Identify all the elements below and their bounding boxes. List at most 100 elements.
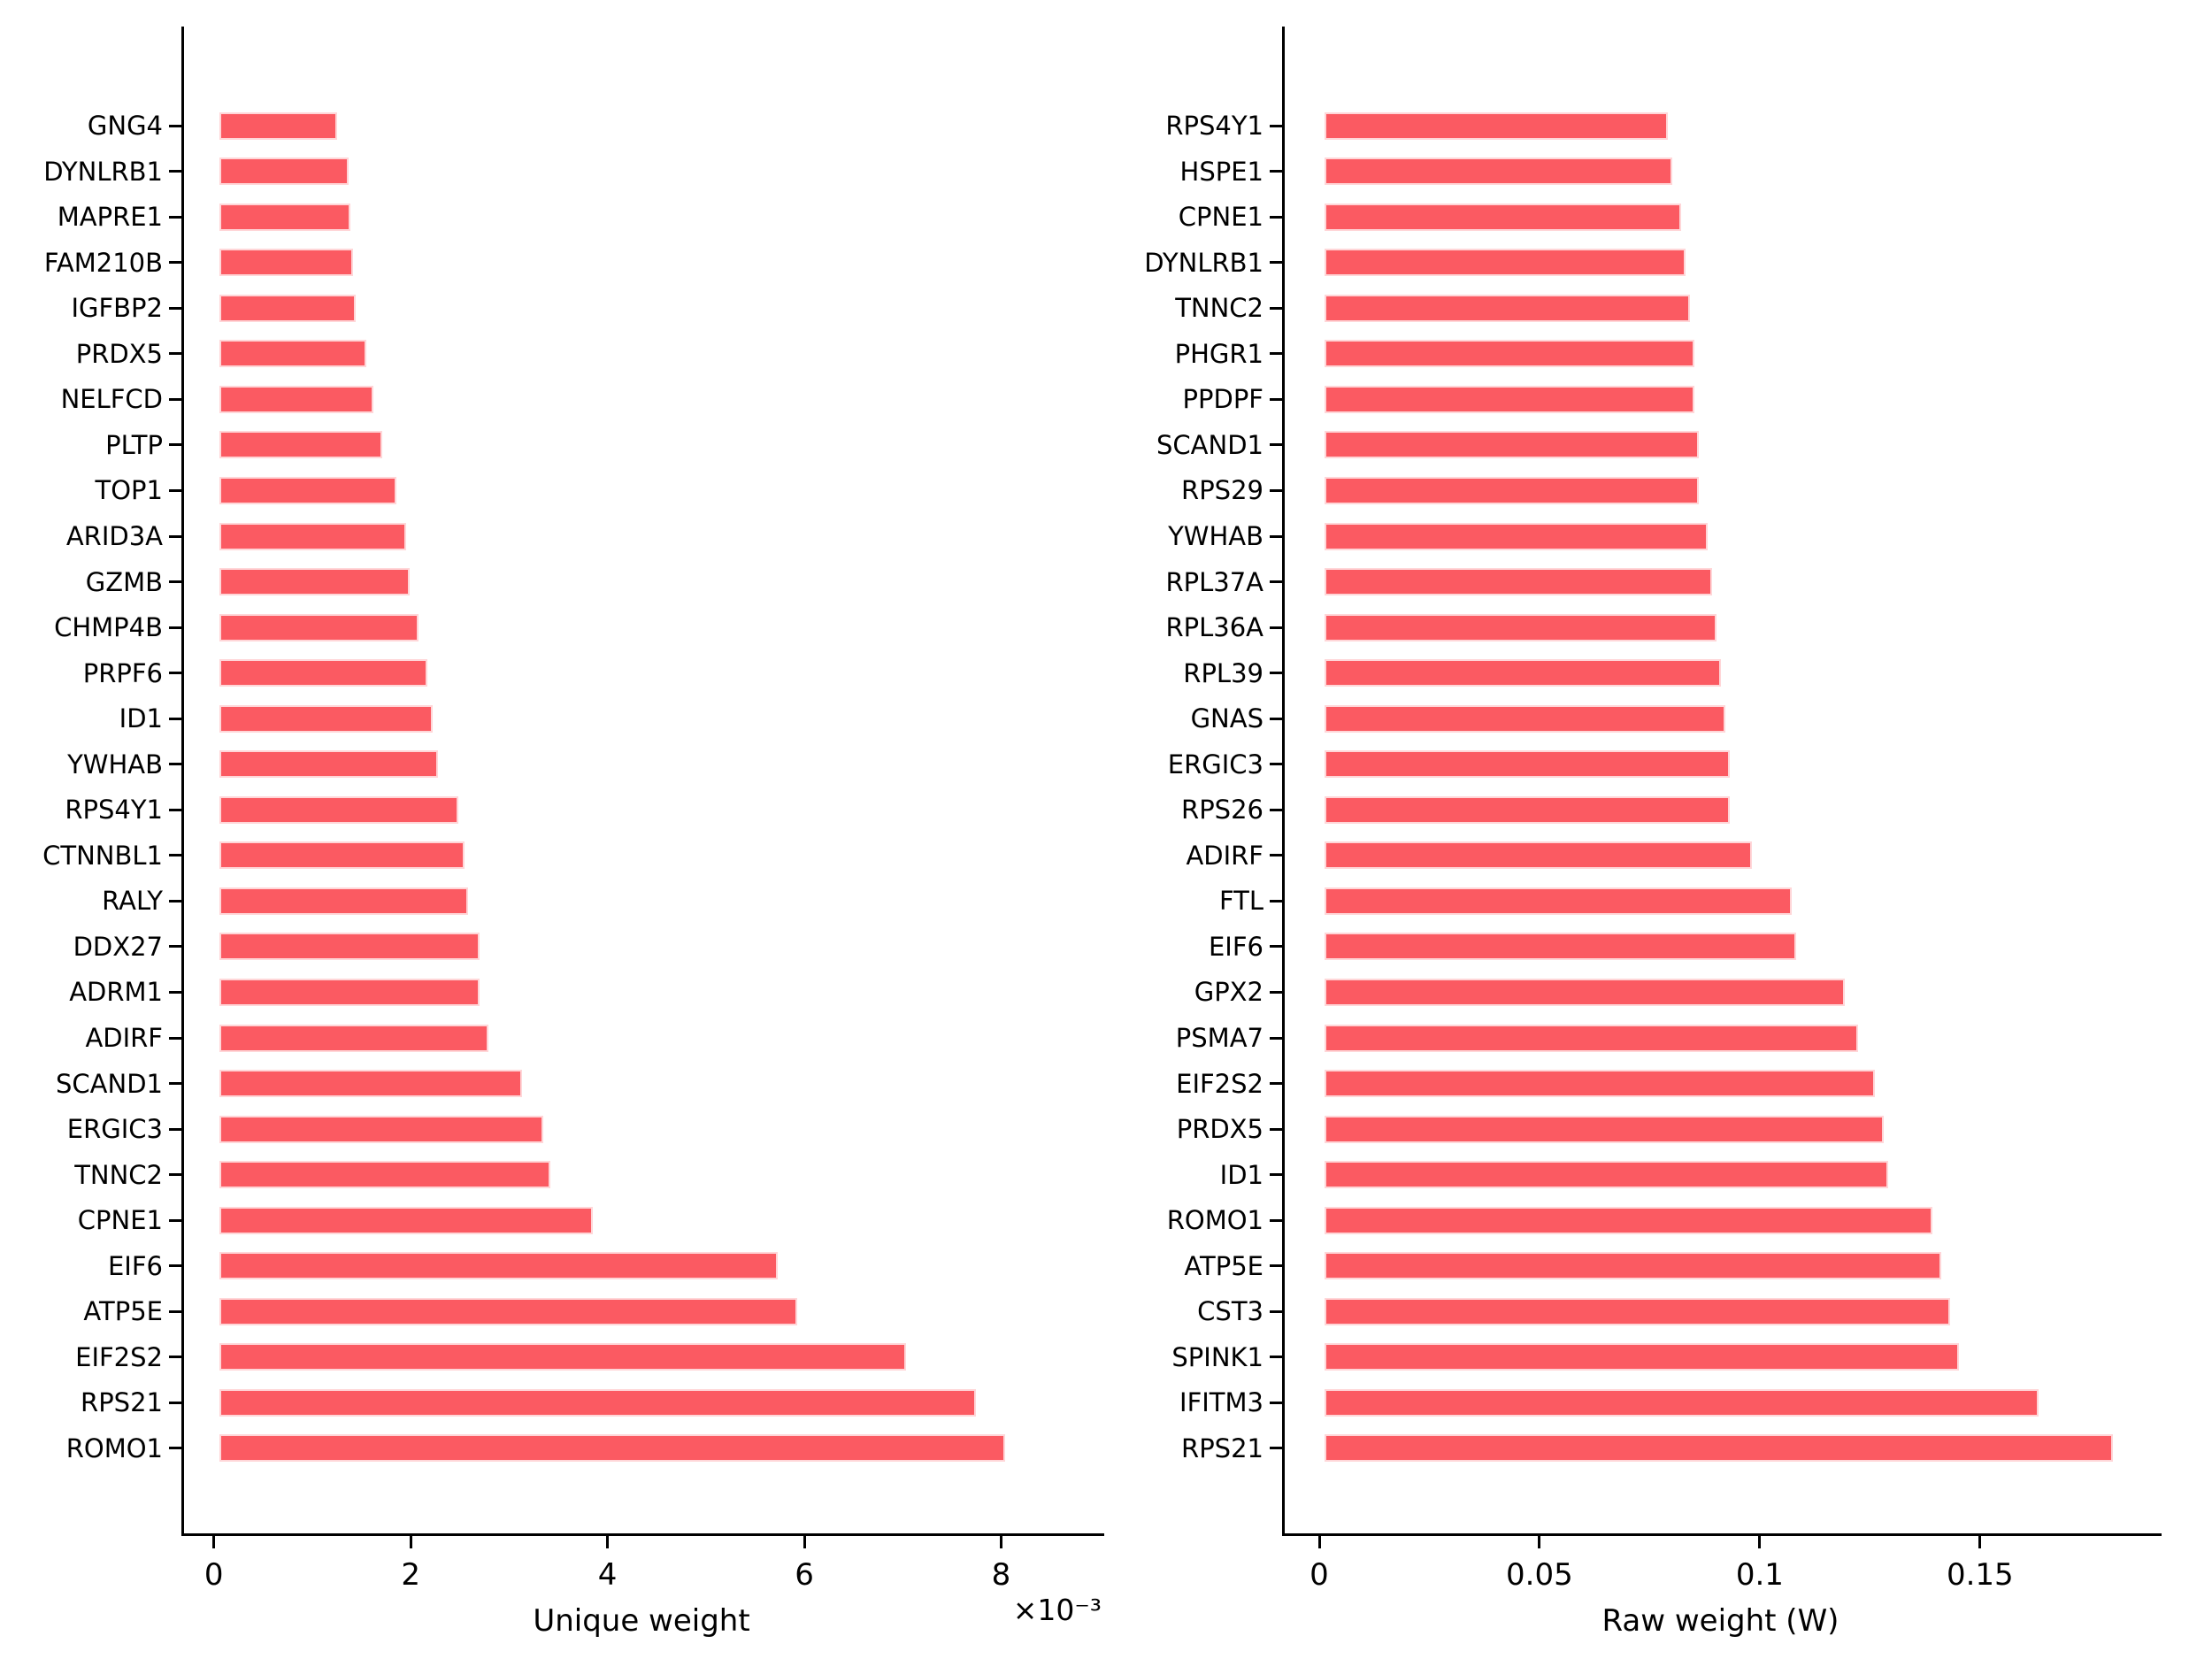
category-label: RPL37A	[1165, 566, 1263, 597]
bar-scand1	[1325, 431, 1700, 459]
bar-ctnnbl1	[219, 841, 465, 870]
bar-eif2s2	[1325, 1070, 1876, 1097]
bar-rps4y1	[1325, 111, 1669, 140]
x-tick-mark	[212, 1536, 216, 1548]
y-tick-mark	[1270, 945, 1282, 949]
bar-adirf	[219, 1024, 489, 1052]
y-tick-mark	[169, 170, 181, 173]
y-tick-mark	[1270, 534, 1282, 538]
category-label: GNG4	[87, 111, 163, 141]
category-label: FTL	[1218, 886, 1263, 917]
category-label: MAPRE1	[57, 202, 163, 233]
plot-area	[181, 27, 1104, 1536]
bar-id1	[1325, 1161, 1889, 1189]
bar-eif6	[219, 1252, 779, 1280]
bar-prdx5	[1325, 1115, 1885, 1143]
bar-arid3a	[219, 522, 406, 550]
y-tick-mark	[169, 124, 181, 127]
y-tick-mark	[1270, 488, 1282, 492]
bar-rpl36a	[1325, 613, 1717, 641]
y-tick-mark	[169, 580, 181, 583]
y-tick-mark	[1270, 170, 1282, 173]
y-tick-mark	[1270, 808, 1282, 811]
category-label: CTNNBL1	[42, 840, 163, 871]
category-label: ERGIC3	[1167, 749, 1263, 780]
y-tick-mark	[169, 763, 181, 766]
bar-atp5e	[219, 1297, 797, 1325]
bar-gzmb	[219, 568, 411, 595]
y-tick-mark	[1270, 1401, 1282, 1404]
x-tick-mark	[1317, 1536, 1321, 1548]
x-tick-label: 4	[597, 1557, 618, 1593]
bar-top1	[219, 476, 396, 504]
y-tick-mark	[1270, 1218, 1282, 1222]
y-tick-mark	[1270, 1036, 1282, 1040]
category-label: PPDPF	[1182, 384, 1263, 415]
y-tick-mark	[169, 1036, 181, 1040]
category-label: GZMB	[85, 566, 163, 597]
y-tick-mark	[169, 808, 181, 811]
y-tick-mark	[169, 488, 181, 492]
x-axis-label: Unique weight	[533, 1603, 750, 1639]
category-label: IGFBP2	[71, 293, 163, 324]
y-tick-mark	[169, 672, 181, 675]
y-tick-mark	[1270, 352, 1282, 356]
y-tick-mark	[169, 443, 181, 447]
category-label: PSMA7	[1175, 1023, 1263, 1053]
x-tick-label: 0.1	[1735, 1557, 1784, 1593]
category-label: SCAND1	[56, 1068, 163, 1099]
y-tick-mark	[169, 626, 181, 629]
y-tick-mark	[1270, 1082, 1282, 1085]
category-label: GPX2	[1194, 977, 1263, 1008]
category-label: PRDX5	[1176, 1114, 1263, 1145]
category-label: PRDX5	[75, 338, 163, 369]
category-label: ATP5E	[1184, 1250, 1263, 1281]
y-tick-mark	[1270, 215, 1282, 219]
x-axis-label: Raw weight (W)	[1601, 1603, 1839, 1639]
bar-ifitm3	[1325, 1388, 2039, 1417]
bar-eif2s2	[219, 1343, 907, 1371]
bar-raly	[219, 887, 469, 915]
bar-ppdpf	[1325, 385, 1695, 413]
y-tick-mark	[1270, 763, 1282, 766]
x-tick-mark	[409, 1536, 412, 1548]
y-tick-mark	[169, 1447, 181, 1450]
y-tick-mark	[1270, 1310, 1282, 1313]
plot-area	[1282, 27, 2162, 1536]
y-tick-mark	[1270, 990, 1282, 994]
bar-adirf	[1325, 841, 1752, 870]
category-label: PRPF6	[82, 657, 163, 688]
bar-nelfcd	[219, 385, 374, 413]
bar-rpl37a	[1325, 568, 1713, 595]
category-label: TOP1	[95, 475, 163, 506]
y-tick-mark	[169, 1310, 181, 1313]
category-label: ROMO1	[65, 1432, 163, 1463]
y-tick-mark	[169, 1082, 181, 1085]
y-tick-mark	[1270, 717, 1282, 720]
category-label: NELFCD	[60, 384, 163, 415]
bar-rps26	[1325, 795, 1731, 824]
x-tick-label: 0.15	[1946, 1557, 2014, 1593]
bar-gnas	[1325, 704, 1726, 733]
bar-ywhab	[219, 750, 438, 779]
category-label: EIF6	[107, 1250, 163, 1281]
bar-fam210b	[219, 249, 353, 277]
category-label: RPL36A	[1165, 612, 1263, 642]
bar-ddx27	[219, 933, 480, 961]
y-tick-mark	[169, 1264, 181, 1268]
category-label: RPS26	[1181, 795, 1263, 826]
bar-chmp4b	[219, 613, 419, 641]
bar-phgr1	[1325, 340, 1695, 368]
y-tick-mark	[1270, 1264, 1282, 1268]
category-label: ID1	[1219, 1159, 1263, 1190]
category-label: RPS21	[81, 1387, 163, 1418]
category-label: SCAND1	[1156, 429, 1263, 460]
y-tick-mark	[1270, 672, 1282, 675]
category-label: HSPE1	[1179, 156, 1263, 187]
category-label: CPNE1	[77, 1205, 163, 1236]
y-tick-mark	[169, 717, 181, 720]
y-tick-mark	[169, 1218, 181, 1222]
x-tick-mark	[1538, 1536, 1541, 1548]
y-tick-mark	[1270, 626, 1282, 629]
y-tick-mark	[1270, 899, 1282, 902]
